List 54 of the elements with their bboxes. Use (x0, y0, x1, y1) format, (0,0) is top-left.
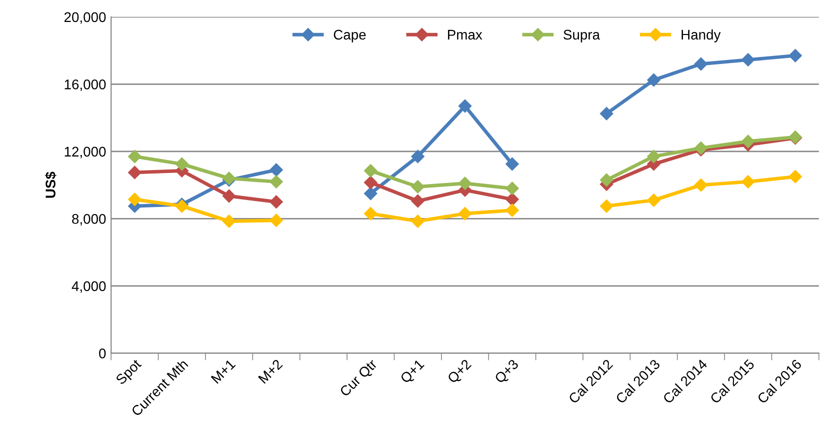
point (458, 176, 472, 190)
point (506, 204, 519, 217)
point (270, 175, 283, 188)
point (506, 157, 519, 171)
point (506, 182, 519, 196)
legend-label: Handy (682, 29, 721, 42)
x-tick-label: Cur Qtr (339, 358, 380, 399)
y-tick-label: 4,000 (72, 281, 106, 293)
point (270, 163, 283, 177)
point (600, 199, 614, 213)
point (128, 150, 142, 164)
x-tick-label: Q+1 (400, 358, 426, 386)
point (647, 150, 660, 164)
point (364, 164, 378, 178)
y-tick-label: 8,000 (72, 214, 106, 226)
legend-label: Supra (564, 30, 600, 42)
point (411, 180, 424, 194)
legend-label: Cape (334, 30, 366, 42)
point (458, 99, 472, 113)
point (128, 192, 142, 206)
point (411, 150, 424, 164)
point (506, 192, 519, 206)
y-axis-title: US$ (45, 172, 56, 198)
point (600, 107, 614, 120)
point (694, 178, 708, 192)
point (364, 186, 378, 200)
point (600, 173, 614, 187)
point (694, 57, 708, 71)
point (742, 175, 755, 188)
point (364, 176, 378, 190)
legend-label: Pmax (448, 30, 482, 40)
point (128, 166, 142, 180)
y-tick-label: 0 (99, 348, 106, 358)
point (411, 194, 424, 208)
point (788, 170, 802, 184)
point (788, 49, 802, 62)
y-tick-label: 12,000 (64, 146, 106, 158)
y-tick-label: 16,000 (64, 80, 106, 91)
point (175, 157, 188, 171)
point (742, 134, 755, 148)
point (647, 73, 660, 87)
point (270, 195, 283, 208)
y-tick-label: 20,000 (64, 12, 106, 24)
point (364, 207, 378, 220)
point (222, 189, 236, 203)
x-tick-label: M+1 (210, 358, 236, 384)
point (411, 214, 424, 228)
point (742, 53, 755, 66)
x-tick-label: Q+3 (494, 358, 521, 386)
point (270, 214, 283, 227)
x-tick-label: Q+2 (446, 358, 474, 386)
point (647, 194, 660, 207)
point (222, 214, 236, 228)
point (458, 207, 472, 220)
